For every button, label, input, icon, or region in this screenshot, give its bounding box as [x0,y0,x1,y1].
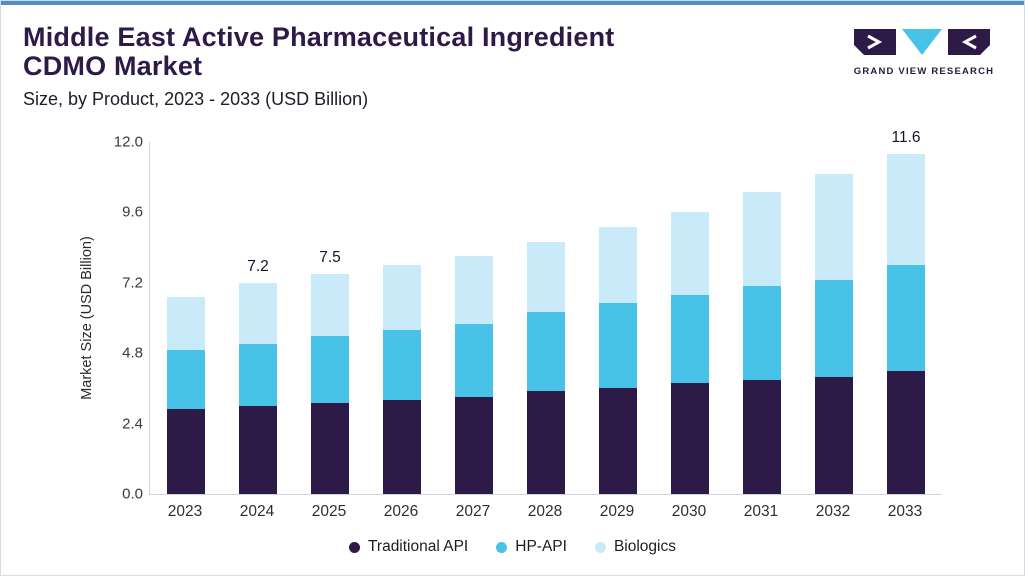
bar-segment-traditional-api [167,408,205,494]
bar-stack-2026 [383,265,421,494]
y-axis-ticks: 12.0 9.6 7.2 4.8 2.4 0.0 [101,134,143,503]
bar-segment-hp-api [383,329,421,401]
bar-segment-traditional-api [455,397,493,494]
x-axis-label: 2028 [527,503,563,520]
bar-column-2025: 7.5 [294,142,366,494]
bar-segment-traditional-api [311,403,349,494]
bar-total-label: 11.6 [891,128,921,146]
x-axis-label: 2033 [887,503,923,520]
page-subtitle: Size, by Product, 2023 - 2033 (USD Billi… [23,89,369,109]
bar-segment-biologics [167,297,205,351]
bar-segment-hp-api [239,344,277,406]
y-tick-label: 4.8 [122,344,143,362]
y-tick-label: 7.2 [122,274,143,292]
brand-logo-text: GRAND VIEW RESEARCH [853,66,995,77]
grand-view-research-icon [854,29,990,55]
x-axis-label: 2025 [311,503,347,520]
bar-stack-2025 [311,274,349,494]
bar-total-label: 7.5 [319,249,341,266]
page-title: Middle East Active Pharmaceutical Ingred… [23,23,614,81]
bar-column-2029 [582,142,654,494]
y-tick-label: 12.0 [113,133,143,151]
bar-stack-2030 [671,212,709,494]
bar-column-2024: 7.2 [222,142,294,494]
page-title-line1: Middle East Active Pharmaceutical Ingred… [23,22,615,52]
x-axis-label: 2030 [671,503,707,520]
bar-segment-traditional-api [671,382,709,494]
bar-total-label: 7.2 [247,257,269,275]
bar-stack-2031 [743,191,781,494]
x-axis-label: 2023 [167,503,203,520]
legend-label: Biologics [613,538,676,555]
bar-segment-biologics [311,274,349,336]
bar-stack-2027 [455,256,493,494]
bar-stack-2028 [527,241,565,494]
bar-column-2023 [150,142,222,494]
bar-segment-traditional-api [815,376,853,494]
bar-segment-hp-api [743,285,781,380]
bar-segment-biologics [527,241,565,313]
y-tick-label: 9.6 [122,203,143,221]
bar-segment-biologics [599,227,637,304]
bar-segment-hp-api [311,335,349,404]
bar-segment-hp-api [887,265,925,371]
bar-segment-hp-api [599,303,637,389]
bar-segment-hp-api [527,312,565,392]
bars-container: 7.2 7.5 11.6 [150,129,942,494]
page-title-line2: CDMO Market [23,50,203,81]
bar-segment-traditional-api [383,400,421,494]
bar-column-2028 [510,142,582,494]
plot-area: 7.2 7.5 11.6 [149,129,942,495]
bar-column-2030 [654,142,726,494]
bar-stack-2032 [815,174,853,494]
bar-stack-2033 [887,153,925,494]
bar-segment-hp-api [167,350,205,409]
x-axis-label: 2027 [455,503,491,520]
y-tick-label: 2.4 [122,415,143,433]
bar-column-2031 [726,142,798,494]
bar-segment-traditional-api [599,388,637,494]
bar-segment-biologics [383,265,421,330]
x-axis-labels: 2023 2024 2025 2026 2027 2028 2029 2030 2031 2032… [149,503,941,521]
brand-logo: GRAND VIEW RESEARCH [850,27,998,77]
bar-segment-biologics [239,282,277,345]
bar-column-2033: 11.6 [870,129,942,494]
bar-column-2032 [798,142,870,494]
bar-segment-traditional-api [743,379,781,494]
legend-dot-hp-api [496,541,508,553]
bar-segment-biologics [671,212,709,295]
legend-dot-biologics [594,541,606,553]
legend-label: HP-API [515,538,567,555]
bar-segment-traditional-api [239,406,277,494]
y-tick-label: 0.0 [122,485,143,503]
bar-stack-2024 [239,282,277,494]
bar-segment-biologics [815,174,853,280]
bar-segment-hp-api [671,294,709,383]
bar-segment-biologics [743,191,781,286]
bar-stack-2029 [599,227,637,494]
x-axis-label: 2026 [383,503,419,520]
bar-stack-2023 [167,297,205,494]
bar-segment-hp-api [455,323,493,398]
legend-item-biologics: Biologics [594,538,676,556]
x-axis-label: 2024 [239,503,275,520]
legend-dot-traditional-api [349,541,361,553]
top-accent-bar [1,1,1024,5]
bar-segment-biologics [887,153,925,266]
x-axis-label: 2031 [743,503,779,520]
legend-item-hp-api: HP-API [496,538,567,556]
legend-item-traditional-api: Traditional API [349,538,468,556]
x-axis-label: 2032 [815,503,851,520]
bar-segment-hp-api [815,279,853,377]
y-axis-title: Market Size (USD Billion) [79,236,95,400]
chart-legend: Traditional API HP-API Biologics [1,538,1024,556]
bar-column-2027 [438,142,510,494]
bar-column-2026 [366,142,438,494]
x-axis-label: 2029 [599,503,635,520]
bar-segment-traditional-api [887,370,925,494]
bar-segment-traditional-api [527,391,565,494]
bar-segment-biologics [455,256,493,324]
legend-label: Traditional API [368,538,469,555]
